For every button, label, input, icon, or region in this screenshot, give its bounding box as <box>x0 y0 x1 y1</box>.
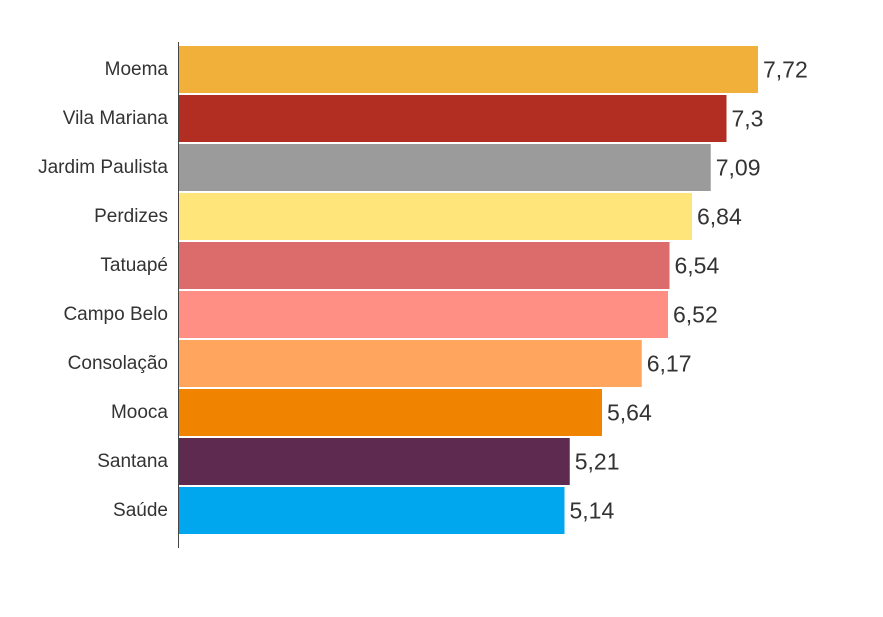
category-label-mooca: Mooca <box>111 402 168 423</box>
category-labels-group: Moema Vila Mariana Jardim Paulista Perdizes… <box>38 59 168 521</box>
value-label-consolacao: 6,17 <box>647 351 692 377</box>
value-label-campo-belo: 6,52 <box>673 302 718 328</box>
category-label-campo-belo: Campo Belo <box>63 304 168 325</box>
category-label-vila-mariana: Vila Mariana <box>63 108 169 129</box>
category-label-santana: Santana <box>97 451 168 472</box>
value-label-mooca: 5,64 <box>607 400 652 426</box>
category-label-moema: Moema <box>105 59 169 80</box>
bar-santana <box>179 438 570 485</box>
value-label-jardim-paulista: 7,09 <box>716 155 761 181</box>
category-label-tatuape: Tatuapé <box>100 255 168 276</box>
bar-jardim-paulista <box>179 144 711 191</box>
category-label-perdizes: Perdizes <box>94 206 168 227</box>
category-label-saude: Saúde <box>113 500 168 521</box>
category-label-jardim-paulista: Jardim Paulista <box>38 157 168 178</box>
bar-mooca <box>179 389 602 436</box>
bar-perdizes <box>179 193 692 240</box>
bar-tatuape <box>179 242 670 289</box>
value-label-moema: 7,72 <box>763 57 808 83</box>
bar-saude <box>179 487 565 534</box>
value-labels-group: 7,72 7,3 7,09 6,84 6,54 6,52 6,17 5,64 5,21 5,14 <box>570 57 808 524</box>
bar-consolacao <box>179 340 642 387</box>
value-label-perdizes: 6,84 <box>697 204 742 230</box>
value-label-saude: 5,14 <box>570 498 615 524</box>
category-label-consolacao: Consolação <box>68 353 168 374</box>
bar-vila-mariana <box>179 95 727 142</box>
value-label-santana: 5,21 <box>575 449 620 475</box>
value-label-tatuape: 6,54 <box>675 253 720 279</box>
value-label-vila-mariana: 7,3 <box>732 106 764 132</box>
bars-group <box>179 46 758 534</box>
bar-campo-belo <box>179 291 668 338</box>
bar-moema <box>179 46 758 93</box>
